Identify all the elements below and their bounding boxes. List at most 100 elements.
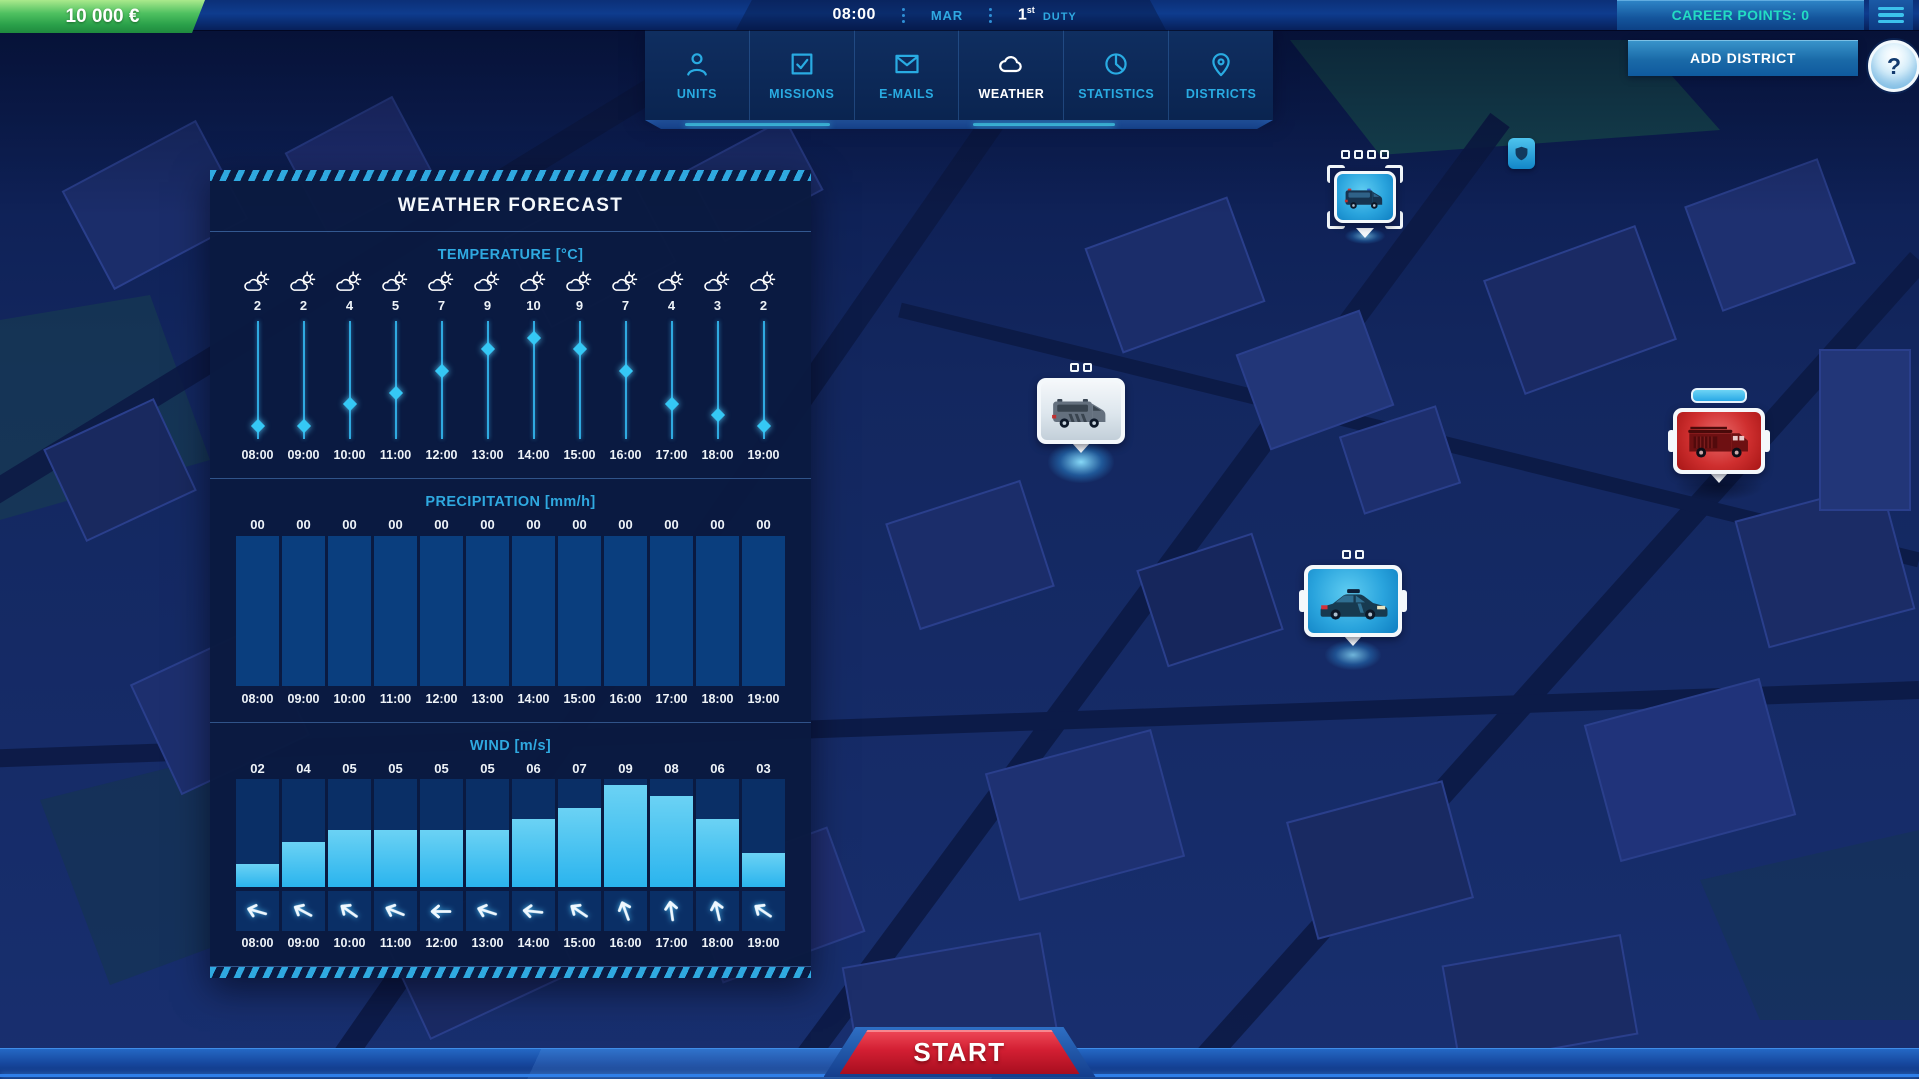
precipitation-heading: PRECIPITATION [mm/h] [425,494,596,510]
temperature-marker [342,396,357,412]
hour-label: 16:00 [609,692,642,706]
wind-direction-cell [466,891,509,931]
wind-bar-track [466,779,509,887]
wind-direction-arrow-icon [331,892,369,930]
tab-statistics[interactable]: STATISTICS [1063,30,1168,120]
unit-marker-police-car[interactable] [1299,550,1407,646]
tab-label: DISTRICTS [1185,86,1257,101]
hour-label: 10:00 [333,936,366,950]
precipitation-value: 00 [572,517,587,532]
hour-label: 15:00 [563,936,596,950]
temperature-column: 2 08:00 [236,268,279,465]
wind-bar [236,864,279,887]
temperature-track [328,319,371,441]
panel-top-stripe [210,170,811,181]
temperature-column: 4 10:00 [328,268,371,465]
hamburger-icon [1878,6,1904,11]
temperature-marker [710,407,725,423]
wind-value: 05 [342,761,357,776]
temperature-track [696,319,739,441]
precipitation-column: 00 08:00 [236,515,279,709]
wind-bar-track [236,779,279,887]
temperature-value: 10 [526,298,541,313]
temperature-value: 2 [299,298,308,313]
separator-dots-icon [901,7,905,23]
precipitation-section: PRECIPITATION [mm/h] 00 08:00 00 09:00 0… [210,479,811,723]
wind-bar-track [512,779,555,887]
tab-bar: UNITS MISSIONS E-MAILS WEATHER STATISTIC… [645,30,1273,120]
menu-button[interactable] [1869,0,1913,30]
hour-label: 15:00 [563,448,596,462]
wind-bar [282,841,325,887]
wind-bar-track [420,779,463,887]
wind-direction-cell [558,891,601,931]
unit-slot [1342,550,1351,559]
partly-cloudy-icon [658,268,685,296]
precipitation-column: 00 15:00 [558,515,601,709]
unit-slots [1342,550,1364,561]
tab-emails[interactable]: E-MAILS [853,30,959,120]
hour-label: 08:00 [241,448,274,462]
wind-bar-track [374,779,417,887]
help-button[interactable]: ? [1868,40,1919,92]
precipitation-bar [466,536,509,686]
precipitation-bar [282,536,325,686]
temperature-column: 7 16:00 [604,268,647,465]
temperature-track [374,319,417,441]
wind-bar [650,796,693,887]
unit-slot [1380,150,1389,159]
tab-label: MISSIONS [769,86,835,101]
unit-slot [1354,150,1363,159]
wind-direction-arrow-icon [519,896,549,926]
tab-shelf [645,120,1273,129]
tab-missions[interactable]: MISSIONS [748,30,854,120]
wind-value: 05 [388,761,403,776]
precipitation-value: 00 [342,517,357,532]
temperature-marker [480,341,495,357]
precipitation-value: 00 [388,517,403,532]
unit-marker-ambulance[interactable] [1037,363,1125,453]
tab-districts[interactable]: DISTRICTS [1168,30,1273,120]
hour-label: 14:00 [517,936,550,950]
precipitation-column: 00 10:00 [328,515,371,709]
temperature-track [466,319,509,441]
tab-units[interactable]: UNITS [645,30,749,120]
police-station-poi[interactable] [1508,138,1535,169]
wind-direction-arrow-icon [745,892,782,929]
hour-label: 14:00 [517,692,550,706]
add-district-button[interactable]: ADD DISTRICT [1628,40,1858,76]
temperature-column: 7 12:00 [420,268,463,465]
cloud-icon [997,50,1025,78]
partly-cloudy-icon [428,268,455,296]
wind-direction-cell [742,891,785,931]
precipitation-value: 00 [756,517,771,532]
precipitation-value: 00 [526,517,541,532]
unit-marker-police-van[interactable] [1327,150,1403,238]
temperature-column: 4 17:00 [650,268,693,465]
precipitation-bar [604,536,647,686]
hour-label: 14:00 [517,448,550,462]
hour-label: 19:00 [747,936,780,950]
partly-cloudy-icon [520,268,547,296]
wind-direction-cell [282,891,325,931]
temperature-marker [434,363,449,379]
start-button[interactable]: START [840,1030,1080,1074]
wind-bar-track [282,779,325,887]
unit-marker-fire-truck[interactable] [1668,388,1770,483]
wind-bar [742,852,785,887]
panel-bottom-stripe [210,967,811,978]
wind-bar [420,830,463,887]
precipitation-bar [512,536,555,686]
partly-cloudy-icon [290,268,317,296]
wind-value: 04 [296,761,311,776]
wind-direction-cell [512,891,555,931]
precipitation-value: 00 [710,517,725,532]
hour-label: 13:00 [471,448,504,462]
person-icon [683,50,711,78]
temperature-column: 2 09:00 [282,268,325,465]
wind-column: 09 16:00 [604,759,647,953]
wind-bar-track [742,779,785,887]
tab-weather[interactable]: WEATHER [958,30,1063,120]
temperature-marker [296,418,311,434]
